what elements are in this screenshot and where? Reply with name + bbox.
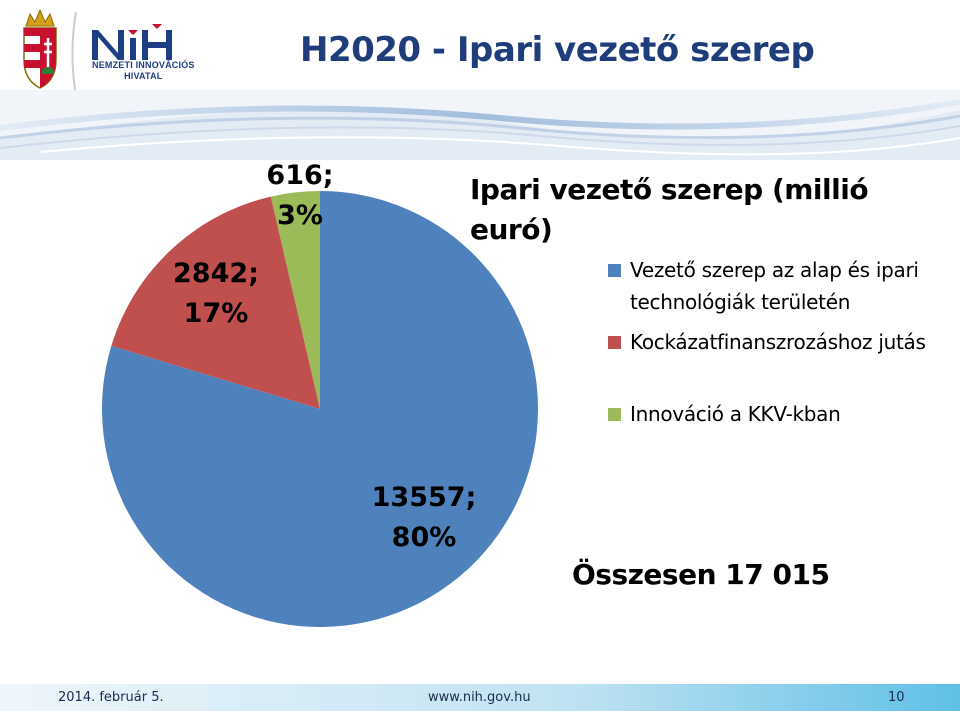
nih-logo <box>18 8 198 109</box>
legend-item-kkv: Innováció a KKV-kban <box>608 398 938 430</box>
pie-slice-1 <box>111 196 321 409</box>
legend-swatch <box>608 264 621 277</box>
pie-data-label-1: 2842; 17% <box>173 258 259 329</box>
pie-slice-2 <box>270 191 320 409</box>
legend-label: Kockázatfinanszrozáshoz jutás <box>630 330 926 354</box>
footer-page-number: 10 <box>888 690 905 705</box>
pie-data-label-2: 616; 3% <box>266 160 333 231</box>
legend-item-kockazat: Kockázatfinanszrozáshoz jutás <box>608 326 938 358</box>
chart-legend: Vezető szerep az alap és ipari technológ… <box>608 254 938 430</box>
chart-title: Ipari vezető szerep (millió euró) <box>470 173 869 246</box>
logo-text-line2: HIVATAL <box>124 71 163 81</box>
footer-url[interactable]: www.nih.gov.hu <box>428 690 531 705</box>
pie-data-label-0: 13557; 80% <box>372 482 477 553</box>
slide-title: H2020 - Ipari vezető szerep <box>300 30 815 70</box>
header-swoosh <box>0 90 960 160</box>
total-label: Összesen 17 015 <box>572 558 830 591</box>
footer-date: 2014. február 5. <box>58 690 164 705</box>
coat-of-arms-icon <box>23 8 172 109</box>
footer-bar <box>0 684 960 711</box>
legend-label: Vezető szerep az alap és ipari technológ… <box>630 258 919 314</box>
legend-swatch <box>608 336 621 349</box>
legend-swatch <box>608 408 621 421</box>
logo-text-line1: NEMZETI INNOVÁCIÓS <box>92 60 195 70</box>
logo-text: NEMZETI INNOVÁCIÓS HIVATAL <box>92 60 195 82</box>
legend-label: Innováció a KKV-kban <box>630 402 841 426</box>
legend-item-vezeto: Vezető szerep az alap és ipari technológ… <box>608 254 938 318</box>
